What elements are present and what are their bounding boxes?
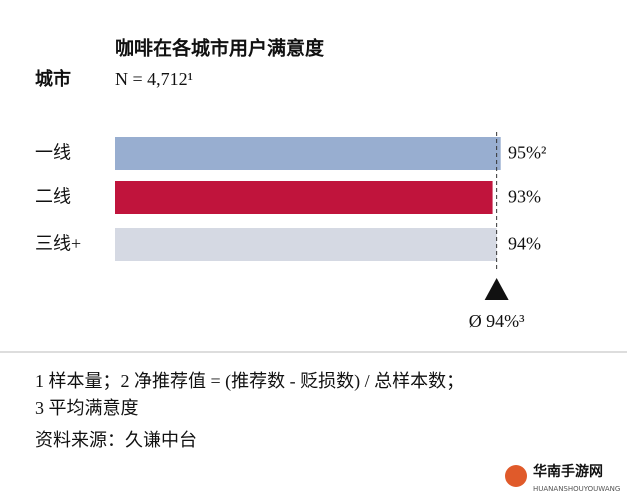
footnote: 3 平均满意度 [35,398,139,418]
value-label: 95%² [508,143,546,163]
reference-label: Ø 94%³ [469,311,525,331]
category-label: 一线 [35,143,71,163]
watermark: 华南手游网 [533,463,603,480]
footnote: 资料来源：久谦中台 [35,430,197,450]
watermark-sub: HUANANSHOUYOUWANG [533,485,620,493]
footnote: 1 样本量；2 净推荐值 = (推荐数 - 贬损数) / 总样本数； [35,371,464,392]
bar [115,181,493,214]
bar [115,228,497,261]
bar [115,137,501,170]
value-label: 94% [508,234,541,254]
watermark-logo [505,465,527,487]
chart-title: 咖啡在各城市用户满意度 [115,36,325,59]
subtitle: N = 4,712¹ [115,69,193,89]
category-label: 三线+ [35,234,81,254]
axis-label: 城市 [35,68,71,89]
value-label: 93% [508,187,541,207]
category-label: 二线 [35,187,71,207]
reference-marker [484,278,509,300]
